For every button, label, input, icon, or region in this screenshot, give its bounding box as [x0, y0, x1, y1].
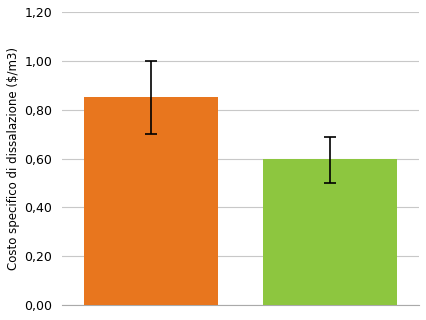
Bar	[263, 158, 397, 305]
Y-axis label: Costo specifico di dissalazione ($/m3): Costo specifico di dissalazione ($/m3)	[7, 47, 20, 270]
Bar	[84, 97, 218, 305]
